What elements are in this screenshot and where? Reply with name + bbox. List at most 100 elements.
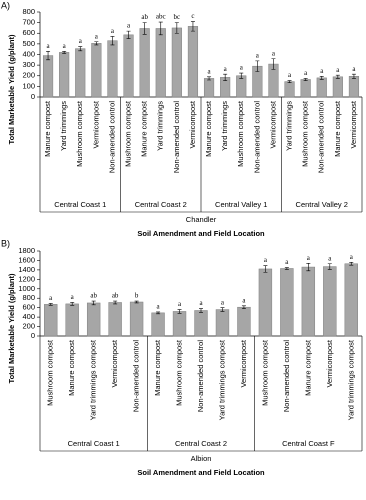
y-tick-label: 400 [22, 49, 35, 58]
significance-letter: a [178, 300, 182, 308]
x-tick-label: Mushroom compost [124, 100, 133, 167]
bar [316, 77, 327, 98]
x-tick-label: Manure compost [333, 100, 342, 157]
significance-letter: a [63, 42, 67, 50]
significance-letter: a [127, 22, 131, 30]
bar [108, 302, 122, 337]
y-axis-title: Total Marketable Yield (g/plant) [7, 273, 16, 383]
error-bar [158, 21, 163, 36]
significance-letter: a [111, 27, 115, 35]
y-axis-title: Total Marketable Yield (g/plant) [7, 34, 16, 144]
significance-letter: c [191, 12, 194, 20]
x-tick-label: Manure compost [153, 339, 162, 396]
bar [258, 268, 273, 337]
significance-letter: a [320, 67, 324, 75]
error-bar [46, 51, 51, 61]
significance-letter: a [288, 71, 292, 79]
error-bar [190, 21, 195, 32]
x-tick-label: Non-amended control [252, 101, 261, 173]
significance-letter: ab [112, 292, 119, 300]
x-tick-label: Yard trimmings compost [346, 339, 355, 420]
error-bar [113, 300, 118, 305]
significance-letter: a [207, 67, 211, 75]
x-tick-label: Mushroom compost [301, 100, 310, 167]
error-bar [70, 302, 75, 306]
bar [203, 78, 215, 98]
bar [155, 28, 166, 98]
significance-letter: a [272, 49, 276, 57]
x-tick-label: Vermicompost [188, 100, 197, 148]
y-tick-label: 300 [22, 60, 35, 69]
significance-letter: a [336, 66, 340, 74]
bar [215, 309, 230, 337]
error-bar [207, 76, 212, 81]
y-tick-label: 100 [22, 81, 35, 90]
y-tick-label: 700 [22, 18, 35, 27]
x-tick-label: Mushroom compost [175, 339, 184, 406]
x-tick-label: Manure compost [67, 339, 76, 396]
bar [171, 27, 182, 98]
group-label: Central Valley 1 [215, 200, 267, 209]
bar [42, 55, 54, 98]
significance-letter: a [79, 37, 83, 45]
significance-letter: a [307, 254, 311, 262]
group-label: Central Coast F [282, 439, 335, 448]
x-axis-title: Soil Amendment and Field Location [137, 468, 265, 477]
x-tick-label: Yard trimmings [220, 101, 229, 151]
bar [65, 303, 79, 337]
bar [348, 76, 360, 98]
error-bar [241, 305, 246, 309]
x-tick-label: Manure compost [43, 100, 52, 157]
error-bar [287, 80, 292, 83]
y-tick-label: 1000 [18, 284, 35, 293]
significance-letter: a [264, 256, 268, 264]
x-tick-label: Mushroom compost [46, 339, 55, 406]
x-tick-label: Vermicompost [268, 100, 277, 148]
significance-letter: ab [90, 292, 97, 300]
y-tick-label: 200 [22, 71, 35, 80]
significance-letter: a [328, 254, 332, 262]
x-tick-label: Mushroom compost [236, 100, 245, 167]
group-label: Central Coast 2 [175, 439, 227, 448]
bar [44, 304, 58, 337]
y-tick-label: 1200 [18, 274, 35, 283]
group-label: Central Coast 1 [68, 439, 120, 448]
significance-letter: a [242, 296, 246, 304]
error-bar [78, 46, 83, 52]
significance-letter: a [224, 65, 228, 73]
x-tick-label: Vermicompost [110, 339, 119, 387]
y-tick-label: 600 [22, 28, 35, 37]
y-tick-label: 1600 [18, 255, 35, 264]
significance-letter: abc [156, 13, 166, 21]
x-tick-label: Yard trimmings [59, 101, 68, 151]
subtitle: Chandler [186, 215, 217, 224]
significance-letter: a [285, 258, 289, 266]
group-label: Central Valley 2 [296, 200, 348, 209]
bar [172, 311, 187, 337]
significance-letter: b [135, 292, 139, 300]
bar [344, 263, 358, 337]
panel-label: B) [1, 238, 10, 248]
y-tick-label: 800 [22, 293, 35, 302]
error-bar [303, 78, 308, 81]
error-bar [327, 263, 332, 270]
error-bar [91, 300, 96, 306]
significance-letter: a [352, 65, 356, 73]
significance-letter: a [240, 64, 244, 72]
y-tick-label: 1400 [18, 265, 35, 274]
panel-label: A) [1, 0, 10, 10]
significance-letter: ab [141, 13, 148, 21]
y-tick-label: 0 [31, 331, 35, 340]
x-tick-label: Mushroom compost [260, 339, 269, 406]
bar [91, 43, 102, 98]
x-tick-label: Yard trimmings [285, 101, 294, 151]
significance-letter: a [49, 294, 53, 302]
significance-letter: a [157, 303, 161, 311]
x-tick-label: Vermicompost [91, 100, 100, 148]
error-bar [134, 300, 139, 304]
y-tick-label: 0 [31, 92, 35, 101]
significance-letter: a [71, 293, 75, 301]
x-tick-label: Non-amended control [132, 340, 141, 412]
error-bar [199, 308, 203, 313]
